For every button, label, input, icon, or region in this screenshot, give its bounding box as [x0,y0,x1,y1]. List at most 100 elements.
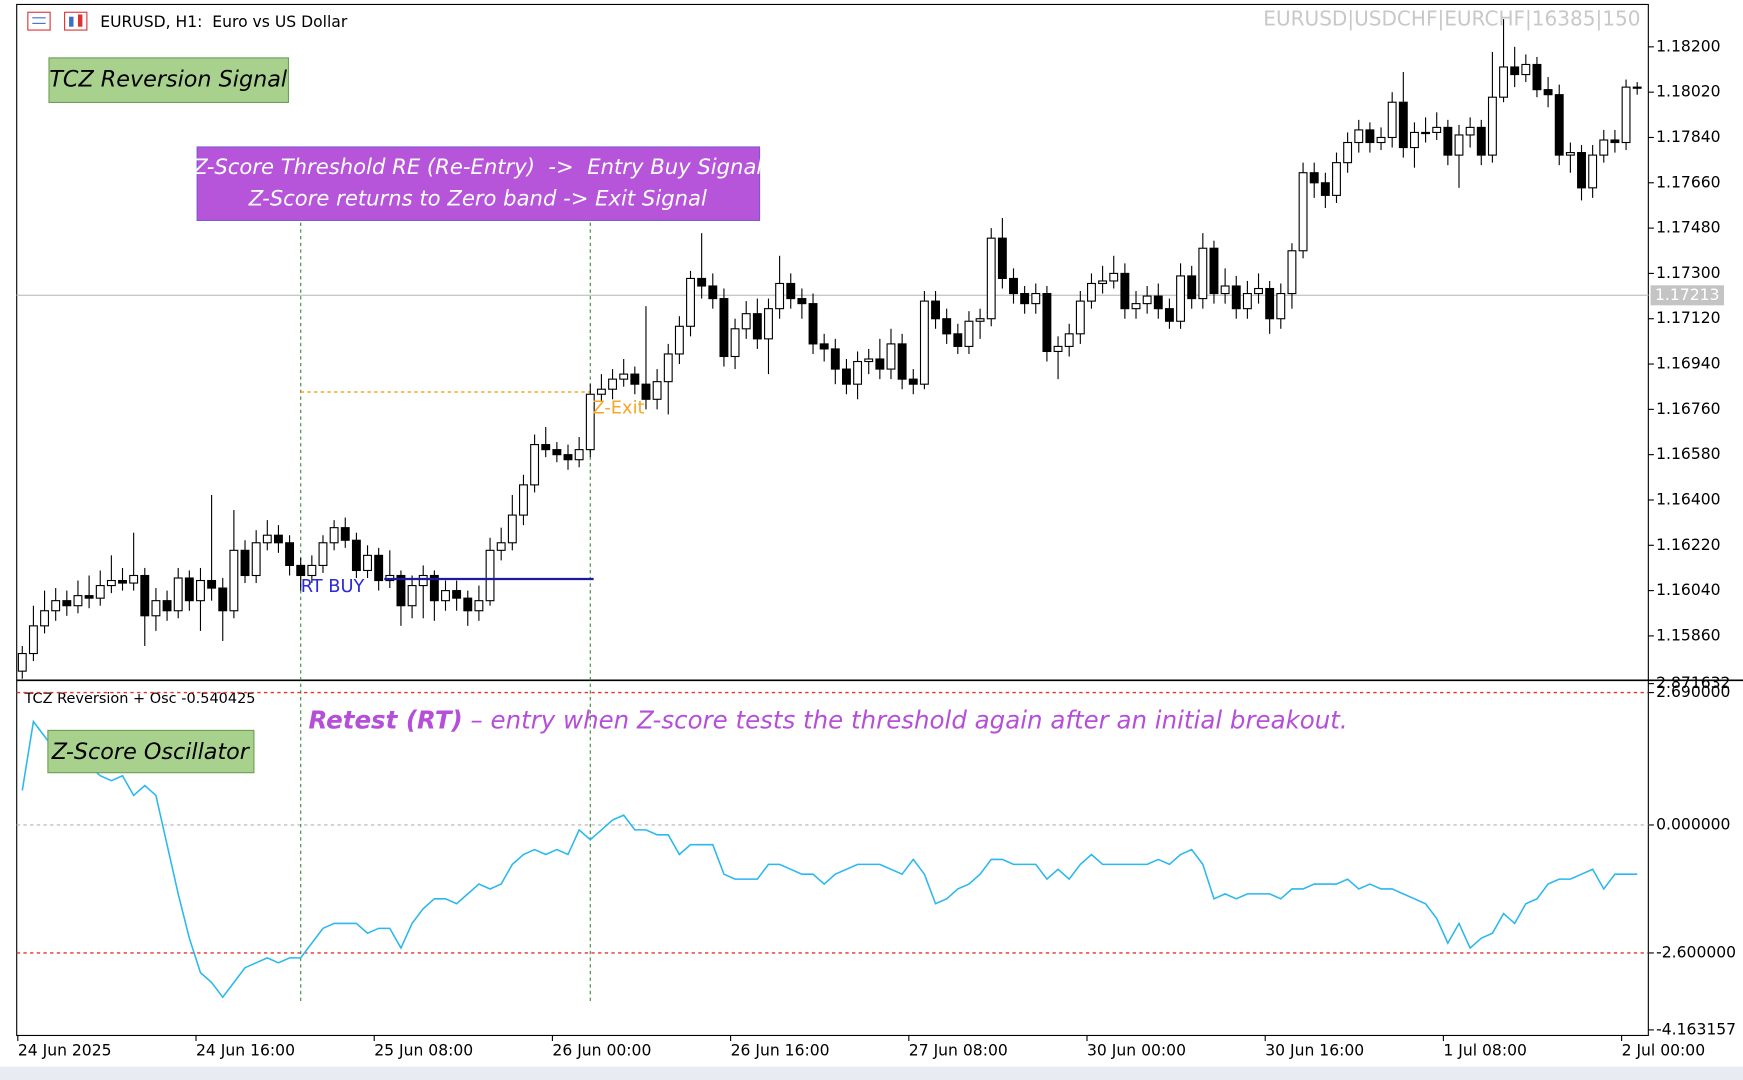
candle-body [240,549,250,577]
candle-body [1521,63,1531,76]
y-tick-label: 1.15860 [1656,626,1720,644]
candle-body [151,600,161,617]
candle-body [652,381,662,400]
candle-body [541,444,551,451]
candle-body [1242,292,1252,310]
candle-body [1254,287,1263,295]
y-tick-label: 1.17840 [1656,128,1720,146]
candle-body [318,542,328,566]
candle-body [764,308,773,340]
candle-body [1320,182,1330,196]
candle-body [1577,152,1586,189]
symbol-label: EURUSD, H1: Euro vs US Dollar [100,13,348,31]
y-tick-label: 1.17120 [1656,309,1720,327]
candle-body [40,610,50,627]
candle-body [1176,275,1186,322]
candle-body [1443,126,1453,156]
candle-body [441,590,450,602]
candle-body [118,579,127,584]
x-tick-label: 30 Jun 00:00 [1087,1042,1186,1060]
candle-body [1543,89,1553,96]
candle-body [95,585,105,599]
candle-body [1476,126,1486,156]
candle-body [619,373,629,380]
candle-body [1343,141,1353,164]
y-tick-label: 1.16220 [1656,536,1720,554]
y-tick-label: 1.17300 [1656,264,1720,282]
y-tick-label: 2.690000 [1656,683,1730,701]
candle-body [452,590,462,599]
candle-body [51,600,61,612]
candle-body [1020,292,1030,305]
candle-body [1432,126,1442,133]
candle-body [686,277,695,327]
candle-body [1198,247,1208,300]
candle-body [196,579,205,602]
exit-label: Z-Exit [593,398,645,419]
candle-body [1131,303,1141,310]
y-tick-label: 1.17480 [1656,219,1720,237]
candle-body [1309,172,1319,184]
candle-body [752,313,762,340]
y-tick-label: 1.17660 [1656,173,1720,191]
candle-body [106,579,116,587]
candle-body [1376,136,1386,144]
candle-body [429,574,439,602]
x-tick-label: 2 Jul 00:00 [1622,1042,1706,1060]
candle-body [1098,280,1108,285]
candle-body [73,595,83,607]
candle-body [942,318,952,335]
x-tick-label: 1 Jul 08:00 [1443,1042,1527,1060]
x-tick-label: 24 Jun 16:00 [196,1042,295,1060]
y-tick-label: 1.16400 [1656,490,1720,508]
candle-body [329,527,339,544]
candle-body [1599,139,1609,156]
candle-body [262,534,272,544]
candle-body [363,554,372,572]
candle-body [474,600,484,612]
chart-title: Z-Score Oscillator [51,739,251,765]
icon [27,11,51,31]
candle-body [953,333,963,347]
y-tick-label: 1.16760 [1656,400,1720,418]
icon [69,16,74,27]
y-tick-label: 1.16940 [1656,355,1720,373]
candle-body [519,484,528,516]
note-line: Z-Score Threshold RE (Re-Entry) -> Entry… [192,154,762,179]
candle-body [162,600,172,612]
candle-body [129,574,139,584]
candle-body [173,577,183,612]
y-tick-label: 2.871632 [1656,674,1730,692]
candle-body [1487,96,1497,156]
x-tick-label: 24 Jun 2025 [18,1042,112,1060]
candle-body [608,378,618,390]
candle-body [1465,126,1475,136]
candle-body [841,368,851,385]
candle-body [931,300,940,320]
candle-body [919,300,929,385]
candle-body [1142,295,1152,305]
x-tick-label: 25 Jun 08:00 [374,1042,473,1060]
candle-body [218,587,228,612]
candle-body [140,574,150,617]
candle-body [986,237,996,320]
candle-body [396,574,406,607]
entry-label: RT BUY [301,576,365,597]
icon [64,11,88,31]
candle-body [997,237,1007,280]
candle-body [830,348,840,370]
candle-body [1354,129,1364,144]
candle-body [574,449,584,461]
candle-body [975,318,985,322]
candle-body [563,454,573,461]
candle-body [1120,272,1130,310]
status-strip [0,1066,1743,1080]
candle-body [1164,308,1174,322]
icon [77,14,83,27]
candle-body [1287,250,1297,295]
candle-body [1075,300,1085,335]
candle-body [374,554,384,582]
candle-body [864,358,874,363]
candle-body [530,444,540,486]
